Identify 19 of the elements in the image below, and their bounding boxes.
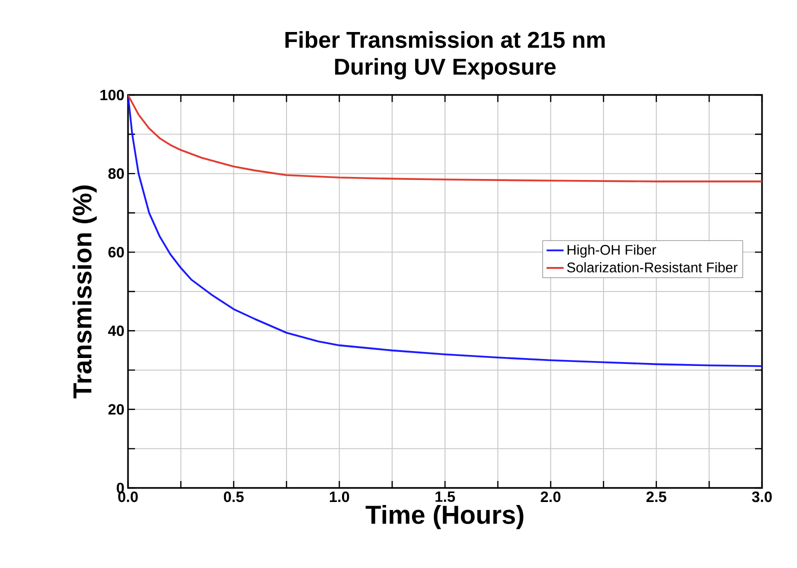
legend-label: Solarization-Resistant Fiber	[567, 262, 738, 272]
y-tick-label: 80	[108, 168, 124, 179]
legend-label: High-OH Fiber	[568, 244, 656, 258]
chart-title: Fiber Transmission at 215 nm During UV Exposure	[285, 31, 605, 80]
x-tick-label: 1.0	[330, 492, 350, 502]
line-series	[128, 94, 762, 182]
x-tick-label: 1.5	[436, 492, 455, 502]
y-tick-label: 20	[108, 404, 124, 415]
line-series	[128, 94, 762, 368]
y-tick-label: 100	[100, 90, 124, 100]
x-tick-label: 2.0	[540, 492, 560, 502]
x-axis-title: Time (Hours)	[366, 504, 524, 530]
y-tick-label: 60	[108, 246, 124, 258]
x-tick-label: 0.5	[224, 492, 244, 502]
x-tick-label: 0.0	[118, 492, 138, 502]
y-axis-title: Transmission (%)	[72, 186, 97, 398]
x-tick-label: 3.0	[752, 492, 772, 502]
y-tick-label: 40	[108, 325, 124, 336]
x-tick-label: 2.5	[646, 492, 666, 502]
